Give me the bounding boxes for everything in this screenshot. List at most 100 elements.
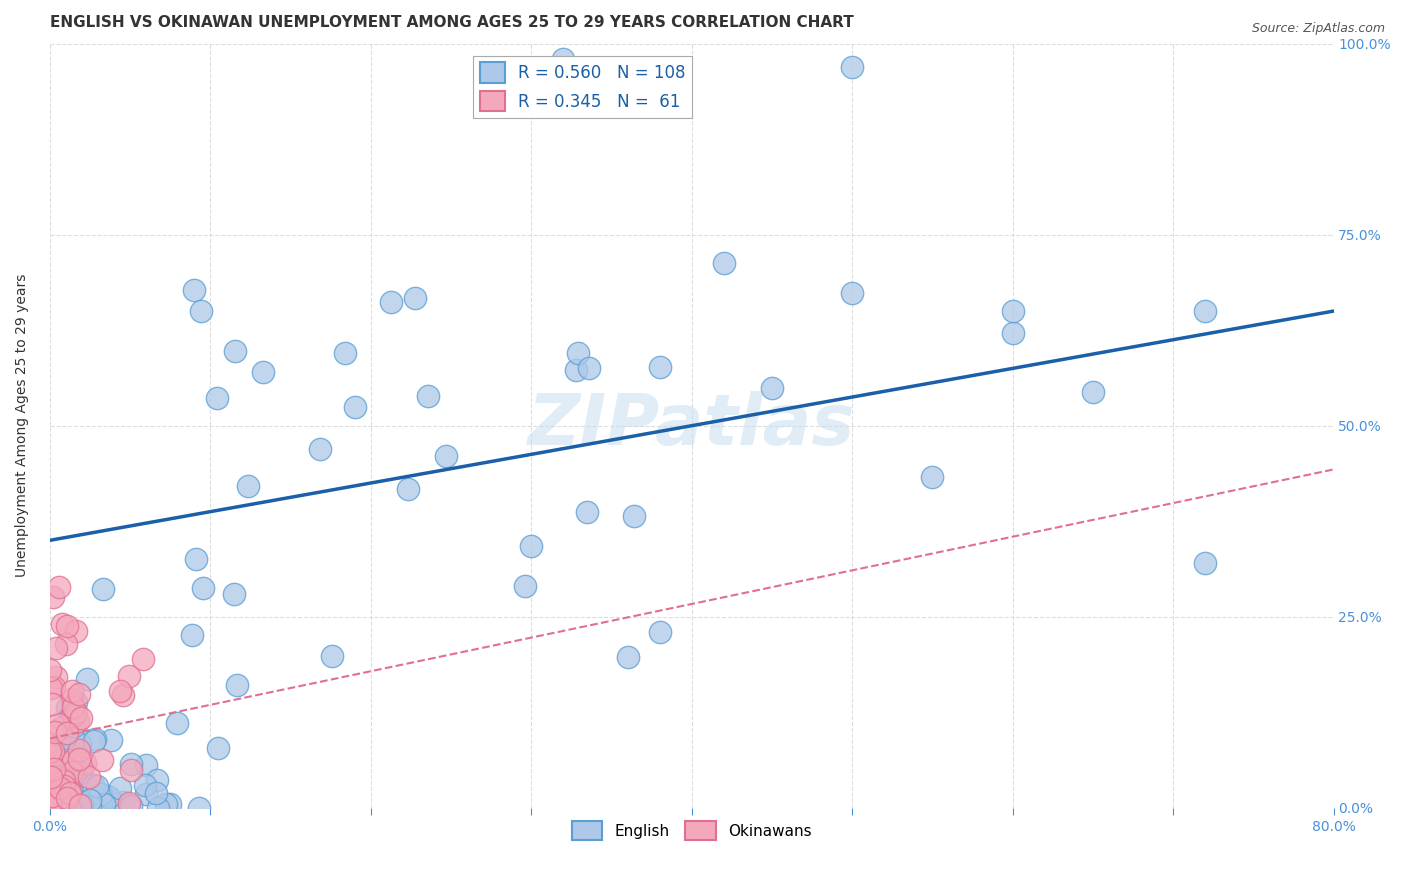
Point (44, 680, 66, 694)
Point (55, 637, 77, 651)
Point (69, 737, 91, 751)
Point (224, 344, 246, 359)
Point (66, 798, 89, 813)
Point (576, 505, 599, 519)
Point (52, 799, 75, 814)
Point (578, 360, 600, 375)
Point (70, 797, 93, 812)
Point (66, 782, 89, 797)
Point (51, 616, 73, 631)
Point (146, 772, 169, 787)
Point (56, 791, 79, 805)
Point (69, 798, 91, 813)
Point (41, 789, 63, 803)
Point (62, 753, 84, 767)
Point (309, 442, 332, 456)
Point (79, 793, 101, 807)
Point (1194, 556, 1216, 570)
Point (343, 400, 366, 414)
Point (39, 663, 62, 677)
Point (91, 582, 114, 597)
Point (39, 681, 62, 695)
Point (155, 797, 177, 811)
Point (63, 769, 86, 783)
Point (205, 391, 228, 405)
Point (42, 786, 65, 800)
Point (921, 470, 943, 484)
Point (76, 672, 98, 686)
Point (44, 725, 66, 739)
Point (58, 799, 80, 814)
Point (52, 772, 75, 786)
Point (94, 789, 117, 803)
Point (222, 587, 245, 601)
Point (1194, 304, 1216, 318)
Point (135, 758, 157, 772)
Point (41, 795, 63, 809)
Point (48, 581, 70, 595)
Point (59, 786, 82, 800)
Point (134, 778, 156, 792)
Point (48, 775, 70, 789)
Point (82, 778, 104, 792)
Point (1081, 385, 1104, 400)
Point (73, 795, 96, 809)
Point (90, 787, 112, 801)
Point (52, 779, 75, 793)
Point (396, 482, 419, 496)
Point (39, 780, 62, 795)
Point (39, 788, 62, 802)
Point (42, 757, 65, 772)
Point (108, 683, 131, 698)
Point (132, 652, 155, 666)
Point (77, 770, 100, 784)
Point (46, 716, 69, 731)
Point (60, 796, 83, 810)
Point (553, 52, 575, 66)
Point (41, 698, 63, 712)
Point (333, 346, 356, 360)
Point (159, 797, 181, 811)
Point (120, 764, 142, 778)
Point (90, 797, 112, 812)
Point (41, 789, 63, 803)
Point (191, 582, 214, 596)
Point (416, 389, 439, 403)
Point (90, 753, 112, 767)
Point (67, 714, 90, 728)
Point (45, 640, 67, 655)
Point (49, 780, 72, 795)
Point (713, 256, 735, 270)
Point (225, 678, 247, 692)
Point (83, 733, 105, 747)
Point (56, 618, 79, 632)
Point (42, 590, 65, 604)
Point (108, 781, 131, 796)
Point (118, 796, 141, 810)
Point (60, 684, 83, 698)
Point (58, 781, 80, 796)
Point (135, 787, 157, 801)
Point (180, 628, 202, 642)
Point (145, 786, 167, 800)
Point (436, 449, 458, 463)
Point (118, 669, 141, 683)
Point (56, 701, 79, 715)
Point (67, 752, 90, 766)
Point (111, 796, 134, 810)
Point (190, 304, 212, 318)
Point (841, 285, 863, 300)
Point (1001, 304, 1024, 318)
Text: ZIPatlas: ZIPatlas (529, 392, 855, 460)
Point (42, 762, 65, 776)
Point (207, 740, 229, 755)
Point (53, 731, 76, 745)
Point (48, 791, 70, 805)
Point (66, 789, 89, 804)
Point (49, 721, 72, 735)
Point (52, 755, 75, 769)
Point (48, 775, 70, 789)
Point (841, 60, 863, 74)
Point (93, 797, 115, 812)
Point (567, 346, 589, 360)
